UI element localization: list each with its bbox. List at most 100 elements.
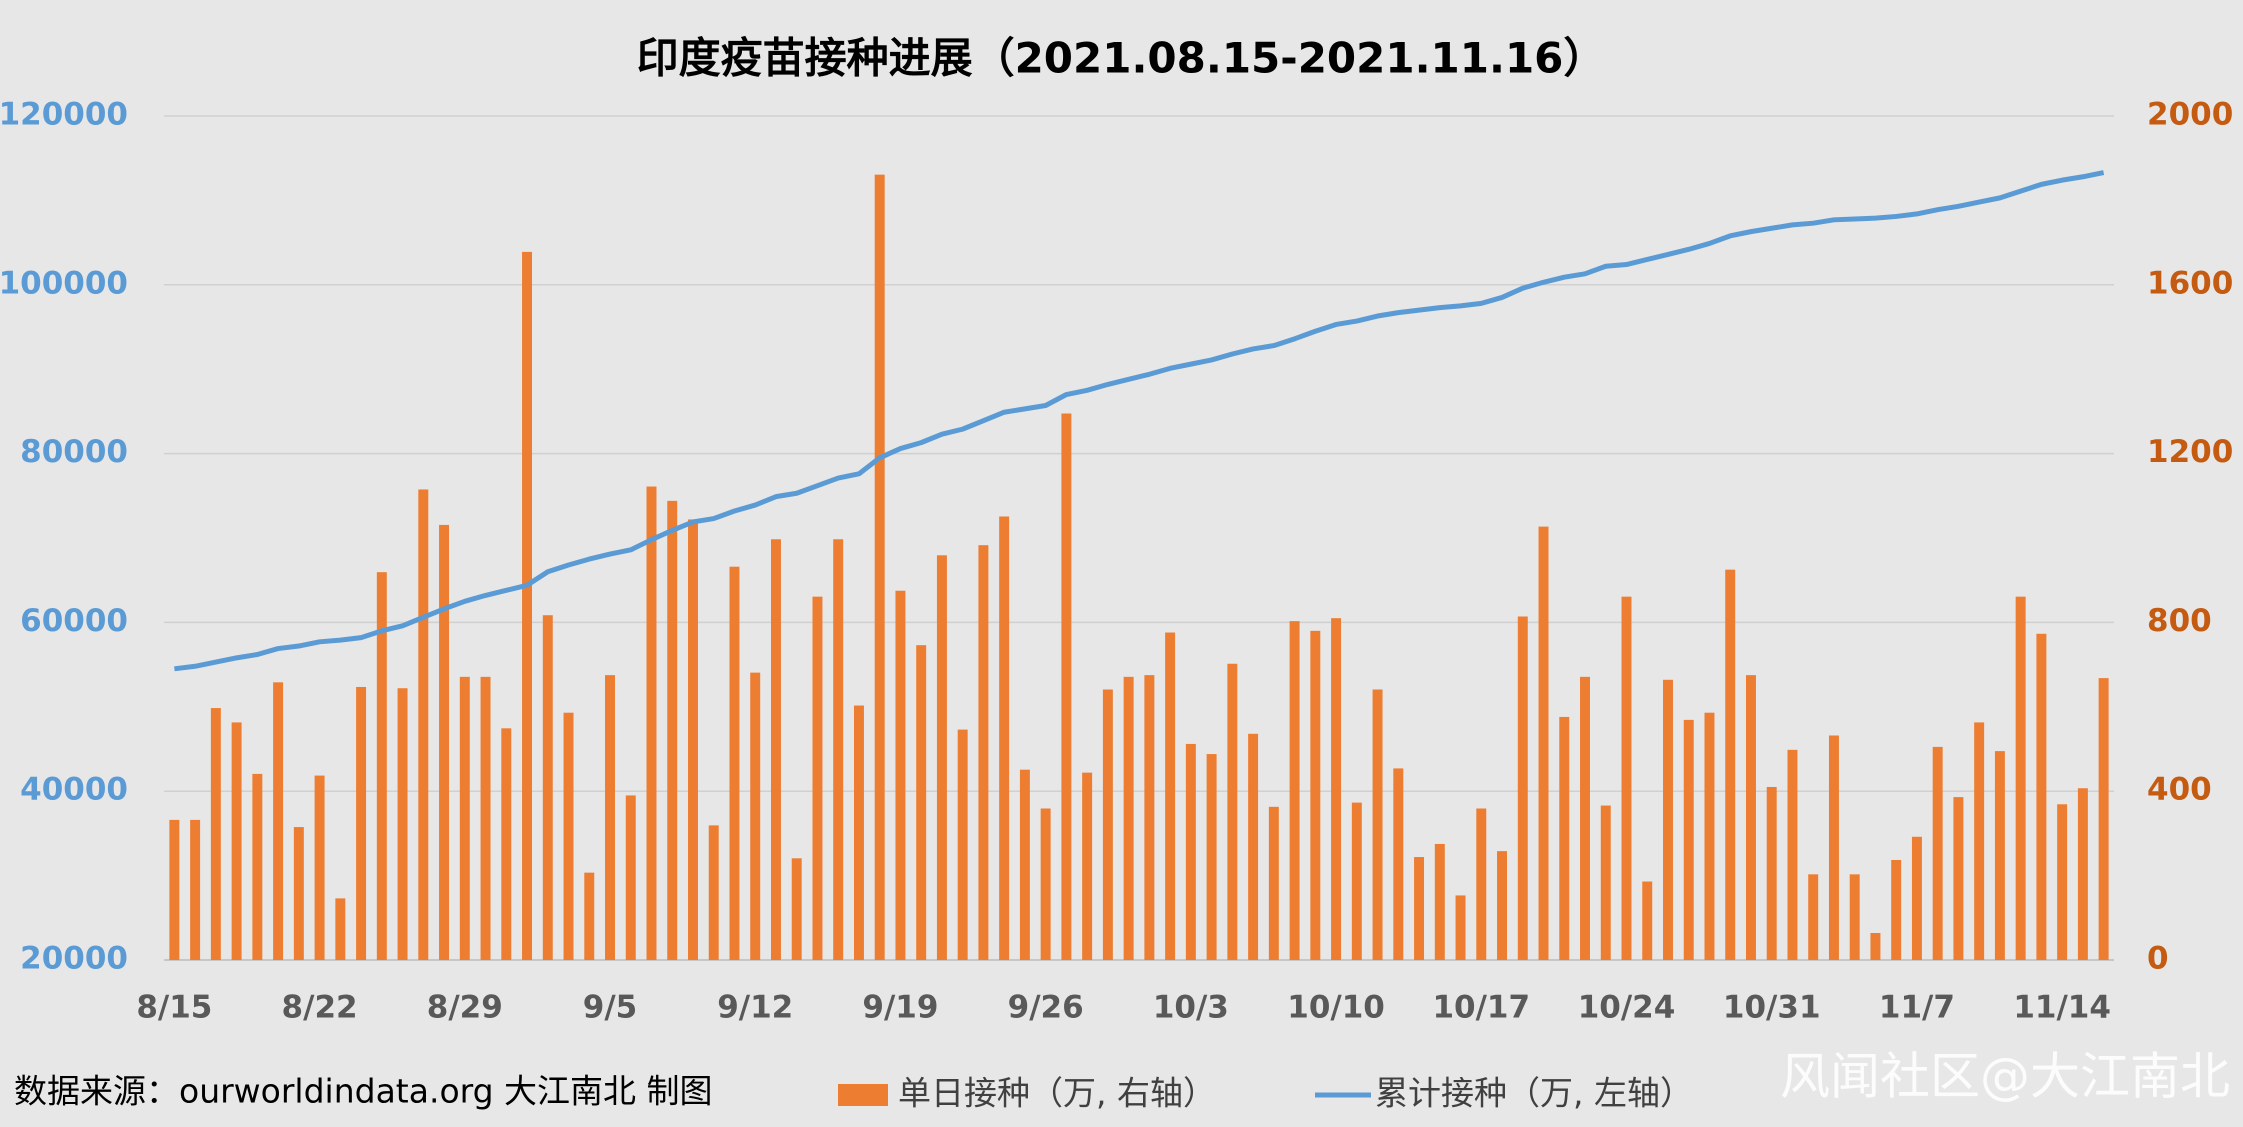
x-tick-label: 9/5 bbox=[583, 990, 637, 1026]
bar bbox=[1082, 772, 1093, 960]
bar bbox=[1123, 676, 1134, 960]
bar bbox=[708, 825, 719, 960]
bar bbox=[895, 590, 906, 960]
bar bbox=[1331, 618, 1342, 960]
bar bbox=[1517, 616, 1528, 960]
x-tick-label: 10/24 bbox=[1578, 990, 1676, 1026]
legend-label: 累计接种（万, 左轴） bbox=[1375, 1074, 1693, 1113]
bar bbox=[459, 676, 470, 960]
y-tick-label: 100000 bbox=[0, 265, 128, 301]
bar bbox=[2015, 596, 2026, 960]
y-tick-label: 40000 bbox=[20, 772, 128, 808]
y-tick-label: 20000 bbox=[20, 941, 128, 977]
chart-title: 印度疫苗接种进展（2021.08.15-2021.11.16） bbox=[637, 34, 1606, 83]
bar bbox=[1621, 596, 1632, 960]
bar bbox=[1102, 689, 1113, 960]
source-note: 数据来源：ourworldindata.org 大江南北 制图 bbox=[14, 1072, 713, 1111]
bar bbox=[1870, 932, 1881, 960]
x-tick-label: 8/29 bbox=[427, 990, 503, 1026]
bar bbox=[688, 519, 698, 960]
bar bbox=[231, 722, 242, 960]
bar bbox=[335, 898, 346, 960]
bar bbox=[1289, 621, 1300, 960]
bar bbox=[190, 819, 201, 960]
y2-tick-label: 800 bbox=[2147, 603, 2212, 639]
bar bbox=[853, 705, 864, 960]
bar bbox=[1891, 859, 1902, 960]
bar bbox=[2057, 804, 2068, 960]
bar bbox=[1310, 630, 1321, 960]
bar bbox=[1683, 719, 1694, 960]
bar bbox=[169, 819, 180, 960]
watermark: 风闻社区@大江南北 bbox=[1780, 1048, 2230, 1106]
x-tick-label: 9/26 bbox=[1008, 990, 1084, 1026]
bar bbox=[522, 251, 533, 960]
bar bbox=[936, 555, 947, 960]
bar bbox=[978, 545, 989, 960]
bar bbox=[812, 596, 823, 960]
bar bbox=[1185, 743, 1196, 960]
bar bbox=[1953, 797, 1964, 960]
bar bbox=[646, 486, 657, 960]
bar bbox=[1268, 806, 1279, 960]
bar bbox=[1372, 689, 1383, 960]
bar bbox=[1828, 735, 1839, 960]
y-tick-label: 60000 bbox=[20, 603, 128, 639]
bar bbox=[1144, 675, 1155, 960]
bar bbox=[563, 712, 574, 960]
bar bbox=[605, 675, 615, 960]
bar bbox=[584, 872, 595, 960]
bar bbox=[1745, 675, 1756, 960]
bar bbox=[1393, 768, 1404, 960]
y-tick-label: 80000 bbox=[20, 434, 128, 470]
x-tick-label: 10/31 bbox=[1723, 990, 1821, 1026]
bar bbox=[1476, 808, 1487, 960]
bar bbox=[1455, 895, 1466, 960]
bar bbox=[1227, 663, 1238, 960]
bar bbox=[1351, 802, 1362, 960]
x-tick-label: 9/19 bbox=[862, 990, 938, 1026]
x-tick-label: 11/7 bbox=[1879, 990, 1955, 1026]
x-tick-label: 9/12 bbox=[717, 990, 793, 1026]
x-tick-label: 11/14 bbox=[2013, 990, 2111, 1026]
bar bbox=[1932, 746, 1943, 960]
bar bbox=[1538, 526, 1549, 960]
bar bbox=[1580, 676, 1590, 960]
y2-tick-label: 2000 bbox=[2147, 97, 2233, 133]
bar bbox=[210, 708, 221, 960]
line bbox=[174, 170, 2105, 672]
bar bbox=[1497, 851, 1508, 960]
x-tick-label: 8/15 bbox=[136, 990, 212, 1026]
bar bbox=[916, 645, 927, 960]
bar bbox=[1849, 874, 1860, 960]
bar bbox=[252, 773, 263, 960]
x-tick-label: 10/10 bbox=[1287, 990, 1385, 1026]
bar bbox=[1663, 679, 1673, 960]
bar bbox=[999, 516, 1010, 960]
bar bbox=[542, 615, 553, 960]
y-tick-label: 120000 bbox=[0, 97, 128, 133]
bar bbox=[1559, 716, 1570, 960]
bar bbox=[1061, 413, 1072, 960]
bar bbox=[770, 539, 781, 960]
bar bbox=[1434, 843, 1445, 960]
bar bbox=[418, 489, 429, 960]
bar bbox=[791, 858, 802, 960]
bar bbox=[1766, 786, 1777, 960]
bar bbox=[2098, 678, 2109, 960]
x-tick-label: 10/17 bbox=[1432, 990, 1530, 1026]
bar bbox=[1994, 751, 2005, 960]
x-tick-label: 10/3 bbox=[1153, 990, 1229, 1026]
bar bbox=[1206, 754, 1217, 960]
legend-label: 单日接种（万, 右轴） bbox=[898, 1074, 1216, 1113]
bar bbox=[1974, 722, 1985, 960]
bar bbox=[2077, 788, 2088, 960]
bar bbox=[480, 676, 491, 960]
y2-tick-label: 0 bbox=[2147, 941, 2169, 977]
bar bbox=[1911, 836, 1922, 960]
y2-tick-label: 400 bbox=[2147, 772, 2212, 808]
bar bbox=[957, 729, 968, 960]
x-tick-label: 8/22 bbox=[282, 990, 358, 1026]
bar bbox=[1808, 874, 1819, 960]
